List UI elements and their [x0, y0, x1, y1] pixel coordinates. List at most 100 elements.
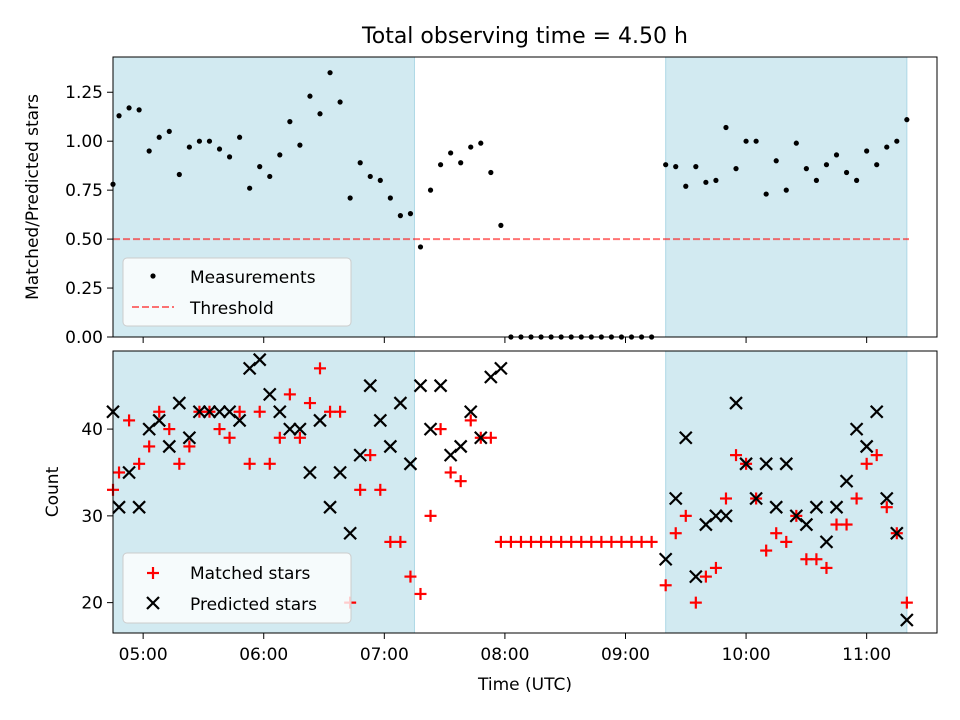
measurement-point	[488, 169, 494, 176]
measurement-point	[247, 185, 253, 191]
measurement-point	[237, 134, 243, 140]
matched-star-point	[153, 405, 166, 418]
predicted-star-point	[353, 448, 367, 462]
measurement-point	[267, 173, 273, 180]
predicted-star-point	[403, 457, 418, 471]
legend-threshold-label: Threshold	[189, 299, 274, 319]
matched-star-point	[444, 466, 457, 479]
ratio-y-tick-label: 0.25	[65, 279, 103, 299]
predicted-star-point	[112, 500, 126, 514]
ratio-panel: 0.00 0.25 0.50 0.75 1.00 1.25 Matched/Predict…	[23, 56, 938, 348]
measurement-point	[448, 150, 454, 156]
count-x-tick-label: 08:00	[480, 645, 529, 665]
legend-matched-marker	[147, 567, 159, 579]
count-y-tick-label: 20	[81, 594, 103, 614]
measurement-point	[458, 160, 464, 166]
count-y-tick-label: 40	[81, 420, 103, 440]
predicted-star-point	[202, 404, 217, 419]
matched-star-point	[454, 475, 467, 488]
count-x-tick-label: 09:00	[601, 645, 650, 665]
predicted-star-point	[819, 535, 834, 549]
legend-measurements-label: Measurements	[190, 268, 316, 288]
matched-star-point	[535, 535, 548, 548]
measurement-point	[257, 164, 263, 170]
ratio-y-tick-label: 0.00	[65, 328, 103, 348]
measurement-point	[478, 140, 484, 146]
count-x-tick-label: 05:00	[119, 645, 168, 665]
matched-star-point	[780, 535, 793, 548]
measurement-point	[703, 179, 709, 185]
count-x-tick-label: 07:00	[360, 645, 409, 665]
x-axis-label: Time (UTC)	[477, 675, 572, 695]
matched-star-point	[113, 466, 126, 479]
matched-star-point	[719, 492, 732, 505]
measurement-point	[407, 211, 414, 217]
predicted-star-point	[890, 526, 904, 540]
predicted-star-point	[303, 465, 317, 480]
measurement-point	[904, 117, 910, 123]
predicted-star-point	[879, 491, 894, 506]
predicted-star-point	[474, 430, 488, 445]
measurement-point	[833, 152, 840, 158]
legend-matched-label: Matched stars	[190, 564, 310, 584]
measurement-point	[176, 171, 182, 178]
measurement-point	[823, 162, 830, 168]
matched-star-point	[880, 501, 893, 514]
ratio-y-tick-label: 0.50	[65, 230, 103, 250]
measurement-point	[397, 213, 403, 219]
predicted-star-point	[849, 422, 864, 436]
matched-star-point	[595, 535, 608, 548]
count-panel: 20 30 40 05:00 06:00 07:00 08:00 09:00 10:00 11:…	[43, 350, 938, 695]
legend-predicted-label: Predicted stars	[190, 595, 317, 615]
measurement-point	[136, 107, 142, 113]
measurement-point	[743, 138, 749, 144]
predicted-star-point	[232, 413, 247, 428]
measurement-point	[146, 148, 152, 154]
ratio-y-tick-label: 1.00	[65, 132, 103, 152]
matched-star-point	[394, 535, 407, 548]
matched-star-point	[414, 587, 427, 600]
measurement-point	[357, 160, 363, 166]
matched-star-point	[324, 405, 337, 418]
matched-star-point	[283, 388, 296, 401]
measurement-point	[206, 138, 213, 144]
matched-star-point	[183, 440, 196, 453]
matched-star-point	[163, 423, 176, 436]
measurement-point	[843, 169, 850, 176]
measurement-point	[427, 187, 434, 193]
matched-star-point	[565, 535, 578, 548]
matched-star-point	[374, 483, 387, 496]
matched-star-point	[605, 535, 618, 548]
measurement-point	[367, 173, 373, 180]
count-y-tick-label: 30	[81, 507, 103, 527]
measurement-point	[126, 105, 132, 111]
predicted-star-point	[423, 422, 438, 436]
predicted-star-point	[829, 500, 844, 514]
predicted-star-point	[262, 387, 277, 402]
measurement-point	[874, 162, 880, 168]
predicted-star-point	[463, 404, 478, 419]
predicted-star-point	[212, 404, 227, 419]
predicted-star-point	[799, 517, 814, 532]
matched-star-point	[464, 414, 477, 427]
ratio-panel-frame	[112, 56, 938, 338]
matched-star-point	[123, 414, 136, 427]
matched-star-point	[770, 527, 783, 540]
matched-star-point	[133, 457, 146, 470]
ratio-y-axis-label: Matched/Predicted stars	[23, 94, 43, 300]
predicted-star-point	[729, 396, 743, 410]
matched-star-point	[273, 431, 286, 444]
predicted-star-point	[363, 378, 378, 393]
matched-star-point	[354, 483, 367, 496]
matched-star-point	[645, 535, 658, 548]
matched-star-point	[434, 423, 447, 436]
measurement-point	[894, 138, 900, 144]
legend-measurements-marker	[150, 273, 156, 279]
predicted-star-point	[252, 352, 267, 367]
measurement-point	[793, 140, 799, 146]
count-x-tick-label: 06:00	[239, 645, 288, 665]
measurement-point	[277, 152, 283, 158]
matched-star-point	[514, 535, 527, 548]
matched-star-point	[830, 518, 843, 531]
matched-star-point	[525, 535, 538, 548]
